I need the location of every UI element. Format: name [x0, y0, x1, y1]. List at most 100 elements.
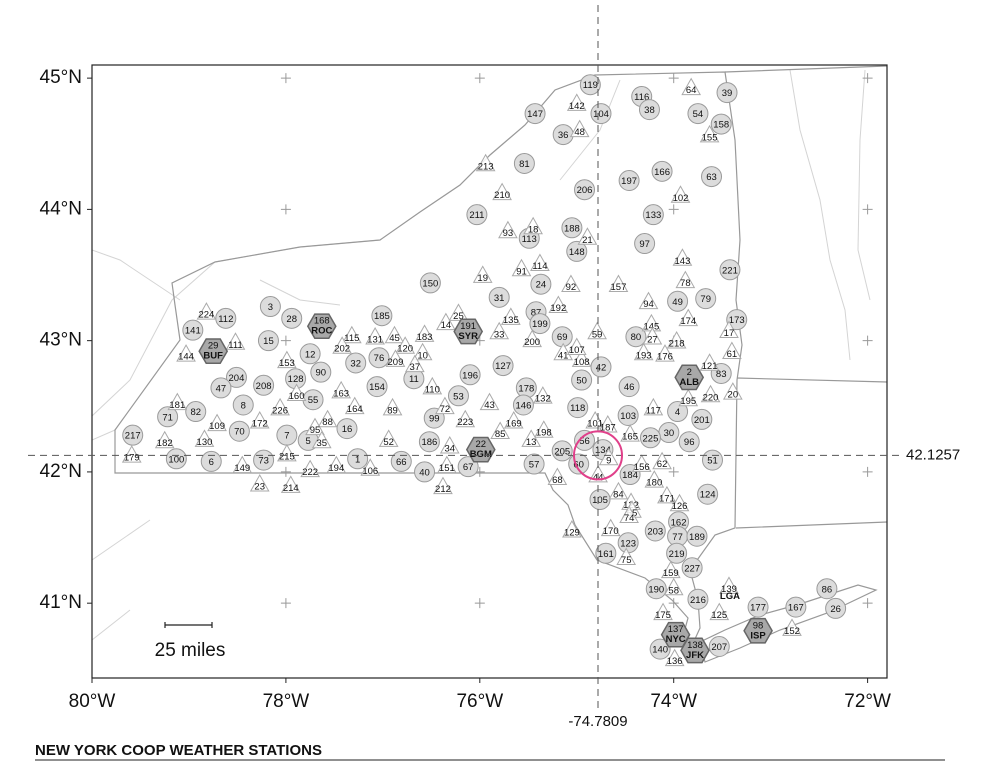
- station-triangle: [643, 397, 664, 416]
- station-id: 114: [532, 261, 547, 272]
- station: 149: [232, 455, 253, 474]
- station-id: 38: [644, 105, 655, 116]
- station: 164: [344, 396, 365, 415]
- station: 141: [182, 319, 204, 341]
- station-id: 28: [286, 314, 297, 325]
- station: 124: [697, 483, 719, 505]
- station: 187: [597, 414, 618, 433]
- station-triangle: [121, 445, 142, 463]
- station: 186: [418, 431, 440, 453]
- station-id: 40: [419, 467, 430, 478]
- station-id: 155: [702, 132, 718, 143]
- station: 140: [649, 638, 671, 660]
- station: 219: [666, 542, 688, 564]
- station: 110: [422, 376, 443, 395]
- station: 18: [523, 216, 543, 235]
- station-id: 39: [722, 88, 733, 99]
- station-triangle: [300, 459, 320, 478]
- station: 90: [310, 361, 332, 383]
- station: 131: [365, 327, 385, 346]
- station-hexagon: [306, 313, 337, 340]
- station-id: 205: [554, 446, 570, 457]
- station: 197: [618, 170, 640, 192]
- station: 54: [687, 103, 709, 125]
- station-id: 47: [216, 383, 227, 394]
- station-id: 91: [516, 266, 527, 277]
- station-triangle: [472, 265, 493, 283]
- station-triangle: [378, 429, 399, 447]
- station-triangle: [382, 397, 403, 416]
- station-triangle: [511, 258, 532, 277]
- station-id: 36: [558, 130, 569, 141]
- scale-bar-label: 25 miles: [155, 640, 226, 661]
- station-triangle: [633, 342, 654, 361]
- station: 202: [332, 336, 352, 355]
- station-id: 61: [727, 349, 738, 360]
- station-circle: [492, 355, 514, 377]
- station: 174: [678, 308, 699, 327]
- station: 43: [479, 392, 500, 411]
- station: 226: [270, 397, 290, 416]
- station-circle: [253, 374, 275, 396]
- station: 53: [447, 385, 469, 407]
- station-triangle: [448, 303, 469, 321]
- station-id: 167: [788, 603, 804, 614]
- station-circle: [589, 488, 611, 510]
- station-code: NYC: [666, 634, 686, 645]
- station-id: 176: [657, 352, 673, 363]
- station-circle: [165, 448, 187, 470]
- station-id: 22: [475, 439, 486, 450]
- station-circle: [649, 638, 671, 660]
- station-triangle: [566, 93, 587, 111]
- station-circle: [816, 578, 838, 600]
- station-code: LGA: [720, 591, 740, 602]
- station-circle: [185, 401, 207, 423]
- station: 74: [619, 505, 639, 524]
- station-id: 16: [342, 424, 353, 435]
- station-triangle: [577, 227, 598, 245]
- station-circle: [488, 286, 510, 308]
- station-id: 20: [728, 390, 739, 401]
- station-circle: [825, 597, 847, 619]
- station: 115: [341, 325, 362, 344]
- station-id: 152: [784, 626, 800, 637]
- station: 181: [167, 392, 188, 411]
- station-circle: [259, 296, 281, 318]
- station: 155: [699, 124, 720, 143]
- station-circle: [512, 394, 534, 416]
- station-id: 93: [503, 228, 514, 239]
- station-circle: [645, 578, 667, 600]
- station-id: 34: [444, 443, 455, 454]
- station: 152: [782, 618, 802, 637]
- station-id: 203: [647, 527, 663, 538]
- station-id: 78: [680, 278, 691, 289]
- station-id: 196: [462, 370, 478, 381]
- station-id: 120: [397, 344, 413, 355]
- station-id: 153: [279, 358, 295, 369]
- station-id: 211: [469, 210, 484, 221]
- y-tick-label: 41°N: [40, 592, 82, 613]
- station-circle: [579, 74, 601, 96]
- station-id: 143: [675, 256, 691, 267]
- station-circle: [567, 397, 589, 419]
- station: 139: [719, 576, 739, 595]
- station: 154: [366, 376, 388, 398]
- station: 1: [347, 448, 369, 470]
- station: 200: [522, 329, 543, 348]
- station: 94: [638, 291, 659, 310]
- station-id: 89: [387, 405, 398, 416]
- station-triangle: [176, 344, 196, 362]
- station-id: 92: [566, 282, 577, 293]
- station-id: 49: [672, 297, 683, 308]
- station: 4: [667, 401, 689, 423]
- station-circle: [529, 313, 551, 335]
- station-id: 133: [645, 210, 661, 221]
- station-id: 13: [526, 437, 537, 448]
- station: 153: [277, 350, 297, 369]
- station-id: 119: [583, 80, 598, 91]
- station-id: 208: [256, 381, 272, 392]
- station: 148: [566, 240, 588, 262]
